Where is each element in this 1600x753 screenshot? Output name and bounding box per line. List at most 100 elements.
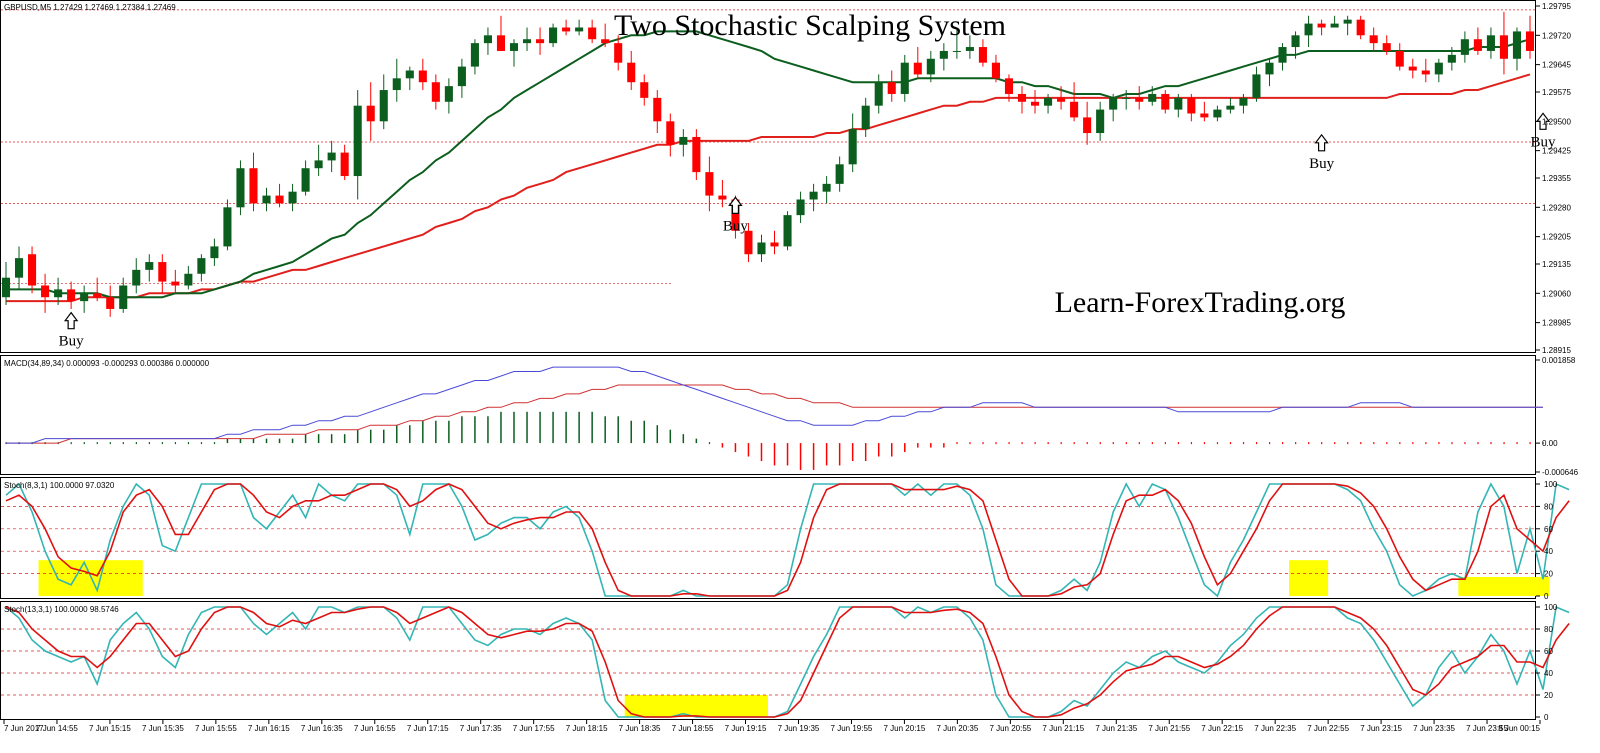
price-tick-label: 1.28915 <box>1542 346 1571 355</box>
candle-body <box>457 66 466 87</box>
stoch-d-line <box>5 483 1570 597</box>
candle-body <box>1148 93 1157 102</box>
price-tick-label: 1.28985 <box>1542 319 1571 328</box>
macd-hist-bar <box>96 442 98 445</box>
candle-body <box>405 70 414 79</box>
macd-hist-bar <box>83 442 85 445</box>
candles <box>1 11 1535 317</box>
candle-body <box>54 289 63 298</box>
buy-signals: Buy Buy Buy Buy <box>59 112 1557 350</box>
candle-body <box>965 47 974 51</box>
candle-body <box>1525 31 1535 51</box>
highlight-layer <box>38 560 1550 717</box>
candle-body <box>210 246 219 259</box>
stoch-tick-label: 40 <box>1544 547 1553 556</box>
candle-body <box>1356 19 1365 36</box>
stoch-tick-label: 60 <box>1544 647 1553 656</box>
stoch2-header: Stoch(13,3,1) 100.0000 98.5746 <box>4 605 119 614</box>
time-tick-label: 7 Jun 21:15 <box>1042 724 1084 733</box>
candle-body <box>197 258 206 274</box>
candle-body <box>496 35 506 51</box>
macd-hist-bar <box>1490 442 1492 445</box>
time-tick-label: 7 Jun 17:55 <box>513 724 555 733</box>
candle-body <box>666 121 675 145</box>
candle-body <box>119 285 128 309</box>
macd-hist-bar <box>187 442 190 445</box>
time-tick-label: 7 Jun 18:35 <box>619 724 661 733</box>
time-tick-label: 7 Jun 15:55 <box>195 724 237 733</box>
time-tick-label: 7 Jun 21:55 <box>1148 724 1190 733</box>
candle-body <box>1096 109 1105 134</box>
macd-hist-bar <box>1451 442 1453 445</box>
candle-body <box>1213 109 1222 118</box>
macd-hist-bar <box>1334 442 1336 445</box>
macd-hist-bar <box>1255 442 1258 445</box>
candle-body <box>1460 39 1469 55</box>
candle-body <box>236 168 245 208</box>
candle-body <box>1330 23 1339 28</box>
macd-hist-bar <box>1112 442 1114 445</box>
candle-body <box>822 183 831 192</box>
symbol-header: GBPUSD,M5 1.27429 1.27469 1.27384 1.2746… <box>4 3 176 12</box>
macd-tick-label: 0.00 <box>1542 439 1558 448</box>
candle-body <box>522 39 532 44</box>
candle-body <box>262 195 271 204</box>
candle-body <box>1434 62 1443 75</box>
macd-hist-bar <box>1177 442 1180 445</box>
candle-body <box>223 207 232 247</box>
chart-title: Two Stochastic Scalping System <box>614 9 1006 42</box>
candle-body <box>1369 35 1378 44</box>
buy-arrow-icon <box>1535 112 1551 130</box>
macd-hist-bar <box>1347 442 1349 445</box>
price-tick-label: 1.29355 <box>1542 174 1571 183</box>
candle-body <box>770 242 779 247</box>
axis-labels: 1.29795 1.29720 1.29645 1.29575 1.29500 1.294… <box>3 2 1579 733</box>
candle-body <box>1083 117 1092 134</box>
macd-hist-bar <box>1295 442 1297 445</box>
candle-body <box>1265 62 1274 75</box>
candle-body <box>1473 39 1482 51</box>
time-tick-label: 7 Jun 19:35 <box>778 724 820 733</box>
candle-body <box>1291 35 1300 48</box>
time-tick-label: 7 Jun 23:15 <box>1360 724 1402 733</box>
stoch-tick-label: 20 <box>1544 570 1553 579</box>
macd-hist-bar <box>708 442 711 445</box>
macd-hist-bar <box>109 442 111 445</box>
stochastic-series <box>5 482 1570 718</box>
candle-body <box>1226 105 1235 110</box>
candle-body <box>67 289 76 302</box>
candle-body <box>926 58 935 75</box>
candle-body <box>145 262 154 270</box>
macd-hist-bar <box>969 442 971 445</box>
time-tick-label: 7 Jun 14:55 <box>36 724 78 733</box>
time-tick-label: 7 Jun 19:55 <box>831 724 873 733</box>
candle-body <box>588 27 597 40</box>
macd-hist-bar <box>1386 442 1388 445</box>
macd-hist-bar <box>1086 442 1088 445</box>
macd-hist-bar <box>1268 442 1271 445</box>
buy-arrow-icon <box>63 311 79 330</box>
stoch1-header: Stoch(8,3,1) 100.0000 97.0320 <box>4 481 115 490</box>
candle-body <box>340 152 349 177</box>
macd-hist-bar <box>213 442 216 445</box>
candle-body <box>1017 93 1027 102</box>
stoch-tick-label: 0 <box>1544 713 1549 722</box>
buy-label: Buy <box>1531 134 1557 150</box>
candle-body <box>353 105 362 177</box>
macd-main-line <box>6 366 1543 444</box>
candle-body <box>731 199 740 231</box>
candle-body <box>705 172 714 196</box>
time-tick-label: 7 Jun 17:35 <box>460 724 502 733</box>
price-tick-label: 1.29645 <box>1542 61 1571 70</box>
stoch-d-line <box>5 606 1570 718</box>
candle-body <box>1135 97 1144 102</box>
candle-body <box>1057 97 1066 102</box>
candle-body <box>1070 101 1079 118</box>
price-tick-label: 1.29280 <box>1542 203 1571 212</box>
price-tick-label: 1.29575 <box>1542 88 1571 97</box>
time-tick-label: 7 Jun 16:35 <box>301 724 343 733</box>
macd-hist-bar <box>956 442 958 445</box>
candle-body <box>366 105 375 122</box>
time-tick-label: 7 Jun 15:15 <box>89 724 131 733</box>
macd-hist-bar <box>982 442 984 445</box>
